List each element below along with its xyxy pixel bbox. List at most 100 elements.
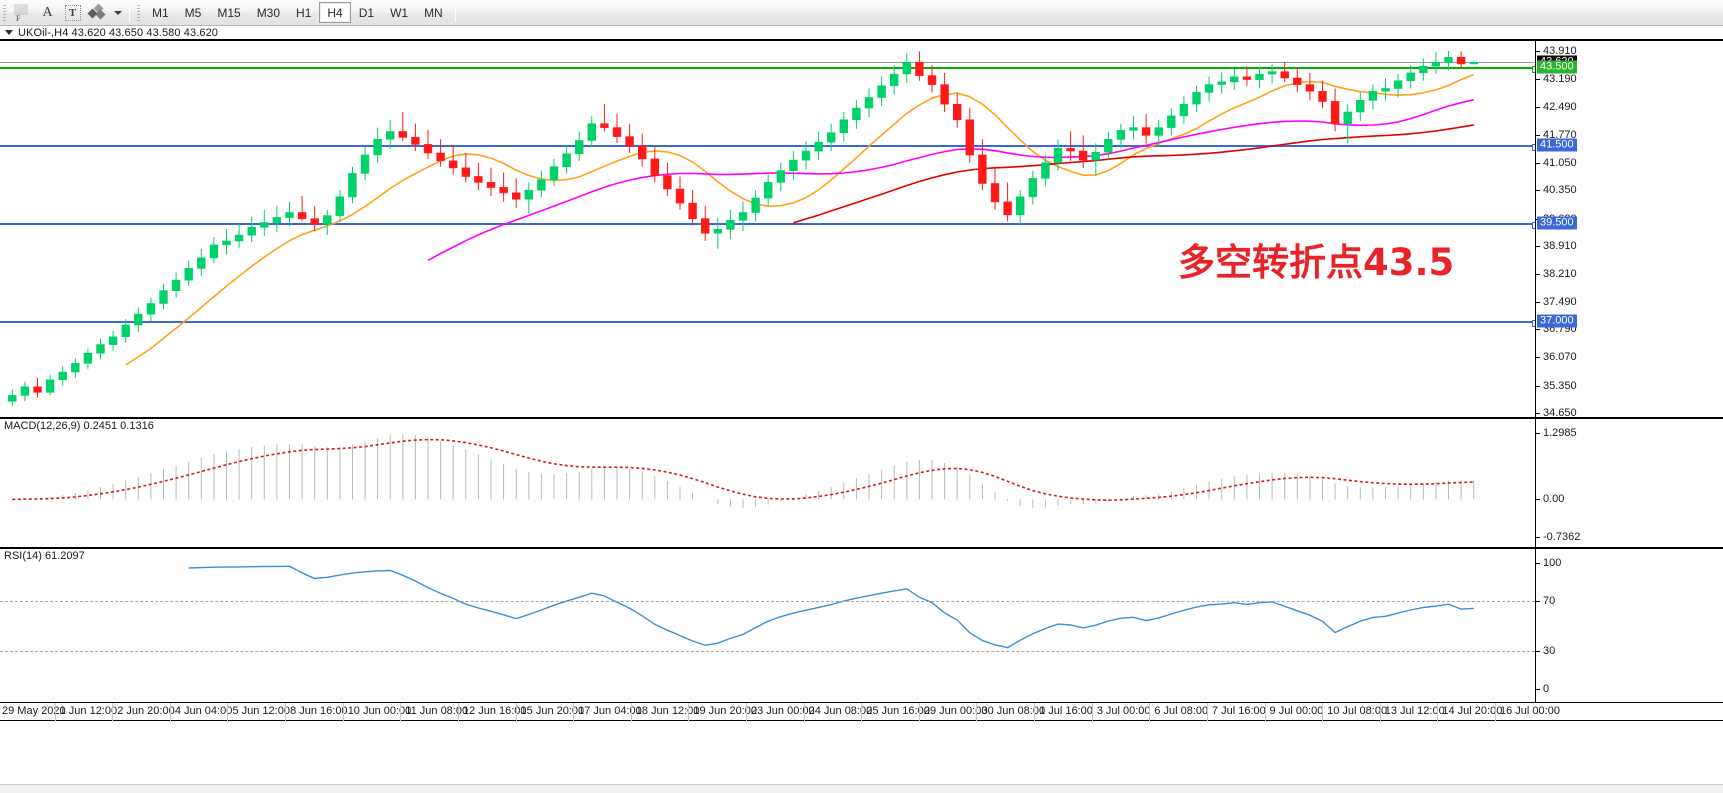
time-axis-label: 14 Jul 20:00 bbox=[1442, 705, 1503, 717]
time-axis-label: 3 Jul 00:00 bbox=[1096, 705, 1151, 717]
timeframe-mn[interactable]: MN bbox=[424, 5, 443, 20]
timeframe-m5[interactable]: M5 bbox=[184, 5, 202, 20]
price-tag-43.500: 43.500 bbox=[1537, 60, 1577, 74]
time-axis-separator bbox=[573, 703, 575, 721]
macd-indicator-panel[interactable]: MACD(12,26,9) 0.2451 0.1316 1.2985 0.00 -0… bbox=[0, 418, 1723, 548]
chevron-down-icon[interactable] bbox=[110, 2, 125, 24]
time-axis-label: 29 May 2020 bbox=[2, 705, 66, 717]
price-tick bbox=[1536, 357, 1540, 359]
timeframe-h1[interactable]: H1 bbox=[296, 5, 312, 20]
time-axis-label: 10 Jul 08:00 bbox=[1327, 705, 1388, 717]
time-axis-label: 16 Jul 00:00 bbox=[1500, 705, 1560, 717]
price-scale-axis[interactable]: 43.91043.19042.49041.77041.05040.35039.6… bbox=[1535, 41, 1723, 417]
time-axis[interactable]: 29 May 2020 1 Jun 12:00 2 Jun 20:00 4 Jun 0… bbox=[0, 703, 1723, 721]
price-tick-label: 40.350 bbox=[1543, 184, 1577, 197]
time-axis-separator bbox=[688, 703, 690, 721]
toolbar-separator bbox=[129, 3, 130, 22]
time-axis-separator bbox=[1437, 703, 1439, 721]
time-axis-separator bbox=[112, 703, 114, 721]
rsi-tick bbox=[1536, 563, 1540, 564]
rsi-tick-label: 100 bbox=[1543, 557, 1562, 569]
time-axis-separator bbox=[515, 703, 517, 721]
time-axis-label: 5 Jun 12:00 bbox=[232, 705, 290, 717]
rsi-scale-axis[interactable]: 100 70 30 0 bbox=[1535, 549, 1723, 702]
time-axis-label: 7 Jul 16:00 bbox=[1211, 705, 1266, 717]
macd-tick-label: -0.7362 bbox=[1543, 531, 1581, 543]
time-axis-label: 29 Jun 00:00 bbox=[923, 705, 988, 717]
macd-tick-label: 1.2985 bbox=[1543, 427, 1577, 439]
price-tag-41.500: 41.500 bbox=[1537, 138, 1577, 152]
time-axis-separator bbox=[1379, 703, 1381, 721]
price-tick bbox=[1536, 385, 1540, 387]
time-axis-label: 30 Jun 08:00 bbox=[981, 705, 1046, 717]
rsi-caption: RSI(14) 61.2097 bbox=[4, 550, 85, 562]
price-tick bbox=[1536, 273, 1540, 275]
time-axis-separator bbox=[285, 703, 287, 721]
price-tag-37.000: 37.000 bbox=[1537, 314, 1577, 328]
price-tick bbox=[1536, 162, 1540, 164]
chart-toolbar: F A T M1 M5 M15 M30 H1 H4 D1 W1 MN bbox=[0, 0, 1723, 26]
rsi-tick bbox=[1536, 689, 1540, 690]
timeframe-w1[interactable]: W1 bbox=[390, 5, 409, 20]
shapes-icon[interactable] bbox=[85, 2, 110, 24]
timeframe-m1[interactable]: M1 bbox=[152, 5, 169, 20]
time-axis-separator bbox=[457, 703, 459, 721]
timeframe-m30[interactable]: M30 bbox=[256, 5, 281, 20]
price-tick bbox=[1536, 329, 1540, 331]
text-label-icon[interactable]: T bbox=[60, 2, 85, 24]
time-axis-label: 15 Jun 20:00 bbox=[520, 705, 585, 717]
chart-menu-caret-icon[interactable] bbox=[5, 30, 13, 35]
crosshair-f-icon[interactable]: F bbox=[10, 2, 35, 24]
rsi-plot-area[interactable] bbox=[0, 549, 1535, 702]
rsi-indicator-panel[interactable]: RSI(14) 61.2097 100 70 30 0 bbox=[0, 548, 1723, 703]
macd-caption: MACD(12,26,9) 0.2451 0.1316 bbox=[4, 420, 154, 432]
timeframe-d1[interactable]: D1 bbox=[358, 5, 375, 20]
price-tick-label: 38.210 bbox=[1543, 267, 1577, 280]
time-axis-label: 8 Jun 16:00 bbox=[290, 705, 348, 717]
price-plot-area[interactable] bbox=[0, 41, 1535, 417]
time-axis-separator bbox=[976, 703, 978, 721]
macd-plot-area[interactable] bbox=[0, 419, 1535, 547]
time-axis-label: 12 Jun 16:00 bbox=[462, 705, 527, 717]
price-tick-label: 37.490 bbox=[1543, 295, 1577, 308]
rsi-tick-label: 0 bbox=[1543, 683, 1550, 695]
macd-tick bbox=[1536, 499, 1540, 501]
price-tag-39.500: 39.500 bbox=[1537, 216, 1577, 230]
symbol-info-bar: UKOil-,H4 43.620 43.650 43.580 43.620 bbox=[0, 26, 1723, 40]
price-tick-label: 35.350 bbox=[1543, 379, 1577, 392]
price-tick bbox=[1536, 413, 1540, 414]
time-axis-separator bbox=[1264, 703, 1266, 721]
timeframe-h4[interactable]: H4 bbox=[319, 2, 351, 23]
time-axis-separator bbox=[630, 703, 632, 721]
time-axis-label: 23 Jun 00:00 bbox=[751, 705, 815, 717]
price-tick bbox=[1536, 190, 1540, 192]
current-price-line[interactable] bbox=[0, 62, 1535, 64]
price-tick-label: 41.770 bbox=[1543, 128, 1577, 141]
time-axis-separator bbox=[1149, 703, 1151, 721]
time-axis-separator bbox=[54, 703, 56, 721]
time-axis-label: 1 Jun 12:00 bbox=[59, 705, 118, 717]
time-axis-separator bbox=[342, 703, 344, 721]
price-tick-label: 43.190 bbox=[1543, 73, 1577, 86]
price-tick bbox=[1536, 51, 1540, 52]
time-axis-label: 9 Jul 00:00 bbox=[1269, 705, 1324, 717]
time-axis-separator bbox=[1495, 703, 1496, 721]
text-font-icon[interactable]: A bbox=[42, 4, 53, 20]
toolbar-separator-2 bbox=[454, 3, 456, 22]
rsi-tick-label: 70 bbox=[1543, 594, 1556, 607]
candlestick-svg bbox=[8, 51, 1478, 407]
rsi-svg bbox=[188, 565, 1474, 649]
timeframe-m15[interactable]: M15 bbox=[217, 5, 241, 20]
timeframe-drag-handle[interactable] bbox=[135, 2, 142, 23]
rsi-guide-30 bbox=[0, 651, 1535, 653]
time-axis-separator bbox=[1091, 703, 1093, 721]
price-tick bbox=[1536, 106, 1540, 108]
macd-scale-axis[interactable]: 1.2985 0.00 -0.7362 bbox=[1535, 419, 1723, 547]
macd-svg bbox=[12, 434, 1475, 508]
price-tick-label: 34.650 bbox=[1543, 407, 1577, 418]
toolbar-drag-handle[interactable] bbox=[1, 2, 8, 23]
chart-annotation-text[interactable]: 多空转折点43.5 bbox=[1178, 241, 1455, 284]
price-chart-panel[interactable]: 43.91043.19042.49041.77041.05040.35039.6… bbox=[0, 40, 1723, 418]
macd-tick bbox=[1536, 433, 1540, 434]
macd-tick bbox=[1536, 537, 1540, 538]
